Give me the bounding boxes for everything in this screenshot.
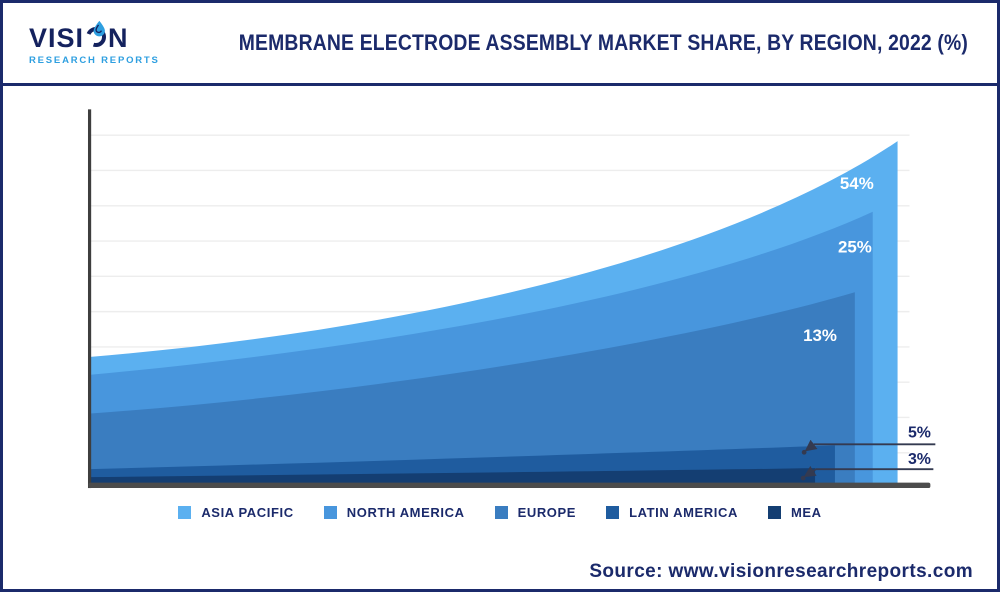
- source-attribution: Source: www.visionresearchreports.com: [589, 561, 973, 582]
- legend-label-latin-america: LATIN AMERICA: [629, 505, 738, 520]
- area-chart: 54% 25% 13% 5% 3%: [87, 109, 936, 489]
- area-mea: [90, 468, 816, 485]
- leader-dot-mea: [800, 475, 806, 481]
- legend-item-europe: EUROPE: [494, 505, 577, 520]
- brand-name-pre: VISI: [29, 23, 85, 53]
- legend-item-asia-pacific: ASIA PACIFIC: [178, 505, 293, 520]
- leader-dot-latin-america: [801, 449, 807, 455]
- legend-swatch-mea: [767, 506, 781, 519]
- legend-swatch-north-america: [323, 506, 337, 519]
- value-label-europe: 13%: [803, 326, 837, 345]
- legend-label-europe: EUROPE: [517, 505, 577, 520]
- brand-logo: VISI N RESEARCH REPORTS: [29, 20, 189, 66]
- x-baseline: [88, 482, 931, 489]
- legend-item-latin-america: LATIN AMERICA: [606, 505, 738, 520]
- y-axis-line: [87, 109, 92, 489]
- legend-swatch-europe: [494, 506, 508, 519]
- legend-item-mea: MEA: [767, 505, 822, 520]
- legend-swatch-latin-america: [606, 506, 620, 519]
- value-label-asia-pacific: 54%: [840, 174, 874, 193]
- legend-swatch-asia-pacific: [178, 506, 192, 519]
- water-drop-icon: [85, 20, 107, 53]
- value-label-north-america: 25%: [838, 237, 872, 256]
- area-europe: [90, 292, 855, 485]
- legend-item-north-america: NORTH AMERICA: [323, 505, 465, 520]
- header: VISI N RESEARCH REPORTS MEMBRANE ELECTRO…: [3, 3, 997, 86]
- legend: ASIA PACIFIC NORTH AMERICA EUROPE LATIN …: [3, 505, 997, 520]
- value-label-latin-america: 5%: [908, 424, 931, 441]
- brand-tagline: RESEARCH REPORTS: [29, 55, 160, 66]
- legend-label-north-america: NORTH AMERICA: [346, 505, 465, 520]
- chart-title: MEMBRANE ELECTRODE ASSEMBLY MARKET SHARE…: [238, 30, 969, 55]
- leader-lines: [803, 439, 936, 478]
- legend-label-mea: MEA: [790, 505, 822, 520]
- brand-name: VISI N: [29, 20, 189, 52]
- legend-label-asia-pacific: ASIA PACIFIC: [201, 505, 294, 520]
- brand-name-post: N: [108, 23, 129, 53]
- value-label-mea: 3%: [908, 451, 931, 468]
